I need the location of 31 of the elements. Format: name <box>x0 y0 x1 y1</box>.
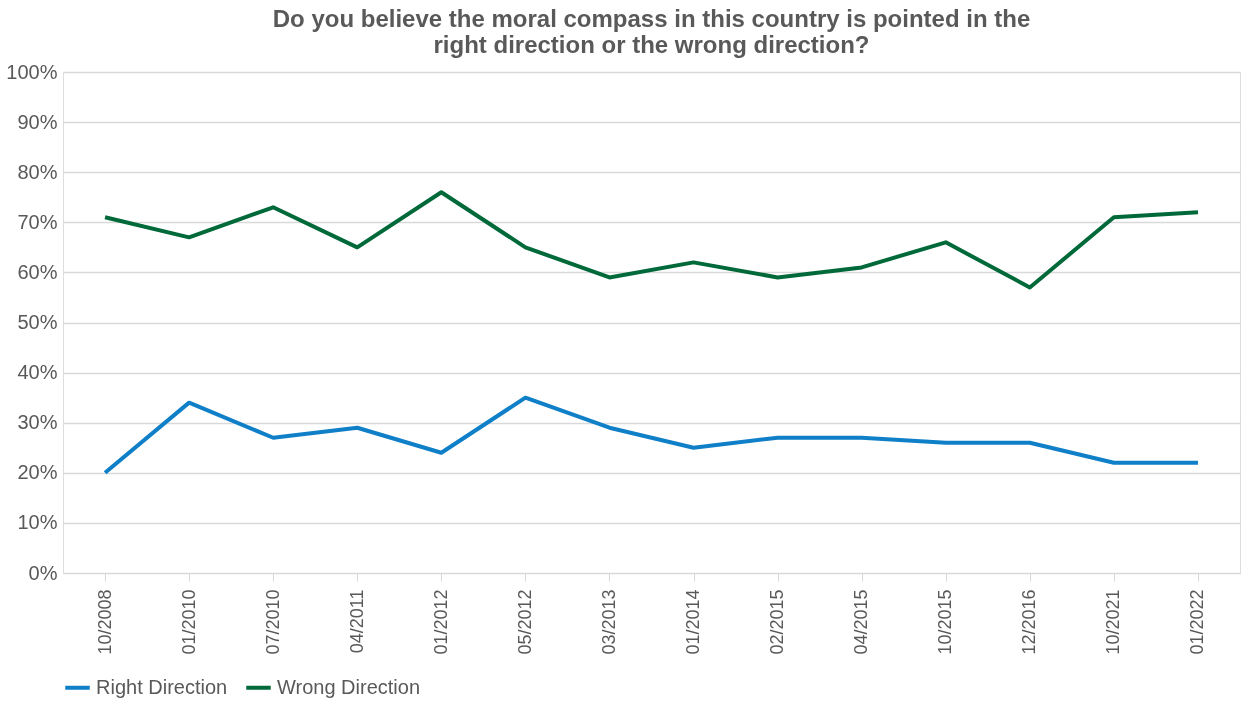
y-tick-label: 70% <box>17 210 58 233</box>
legend-label: Right Direction <box>96 675 228 698</box>
x-tick-label: 02/2015 <box>767 589 788 655</box>
y-tick-label: 10% <box>17 511 58 534</box>
x-tick-label: 01/2014 <box>683 589 704 655</box>
y-tick-label: 0% <box>28 561 58 584</box>
y-tick-label: 20% <box>17 461 58 484</box>
y-tick-label: 40% <box>17 361 58 384</box>
legend-label: Wrong Direction <box>277 675 421 698</box>
y-tick-label: 30% <box>17 411 58 434</box>
x-tick-label: 01/2022 <box>1187 589 1208 655</box>
x-tick-label: 04/2011 <box>346 589 367 654</box>
line-series <box>103 190 1200 290</box>
y-tick-label: 90% <box>17 110 58 133</box>
text: Do you believe the moral compass in this country is pointed in the <box>272 5 1031 32</box>
x-tick-label: 10/2015 <box>935 589 956 655</box>
y-tick-label: 50% <box>17 311 58 333</box>
x-tick-label: 04/2015 <box>851 589 872 655</box>
x-tick-label: 01/2010 <box>178 589 199 655</box>
x-tick-label: 05/2012 <box>514 589 535 655</box>
line-series <box>103 395 1200 475</box>
x-tick-label: 10/2021 <box>1103 589 1124 655</box>
y-tick-label: 60% <box>17 260 58 283</box>
y-tick-label: 80% <box>17 160 58 183</box>
x-tick-label: 03/2013 <box>598 589 619 655</box>
x-tick-label: 07/2010 <box>262 589 283 655</box>
x-tick-label: 12/2016 <box>1019 589 1040 655</box>
text: right direction or the wrong direction? <box>433 31 870 58</box>
x-tick-label: 01/2012 <box>430 589 451 655</box>
x-tick-label: 10/2008 <box>94 589 115 655</box>
y-tick-label: 100% <box>6 60 58 83</box>
